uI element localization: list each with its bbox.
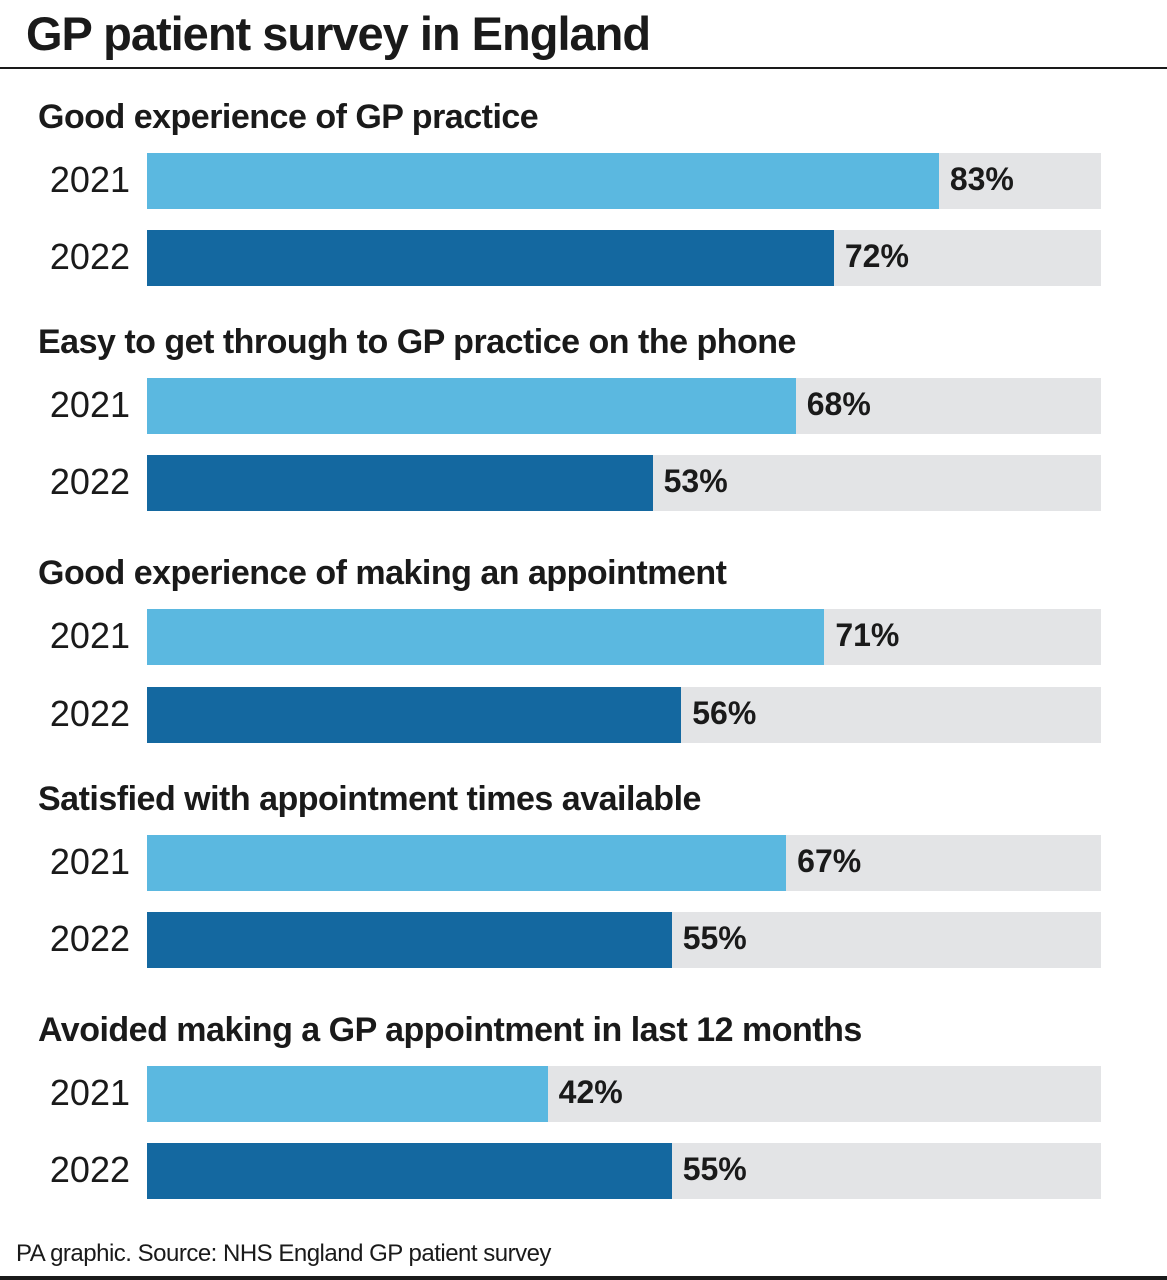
bar-track: 56%	[147, 687, 1101, 743]
year-label: 2021	[49, 159, 130, 200]
bar-2021	[147, 153, 939, 209]
bar-2022	[147, 1143, 672, 1199]
bar-track: 55%	[147, 1143, 1101, 1199]
bottom-rule	[0, 1276, 1167, 1280]
bar-track: 72%	[147, 230, 1101, 286]
bar-2021	[147, 1066, 548, 1122]
year-label: 2021	[49, 841, 130, 882]
value-label: 55%	[682, 1151, 747, 1187]
bar-track: 68%	[147, 378, 1101, 434]
group-title: Easy to get through to GP practice on th…	[38, 323, 796, 361]
year-label: 2022	[49, 461, 130, 502]
bar-2022	[147, 912, 672, 968]
bar-2021	[147, 378, 796, 434]
bar-2021	[147, 609, 825, 665]
bar-2022	[147, 455, 653, 511]
group-title: Good experience of GP practice	[38, 98, 539, 136]
group-title: Satisfied with appointment times availab…	[38, 780, 701, 818]
year-label: 2021	[49, 615, 130, 656]
bar-track: 53%	[147, 455, 1101, 511]
bar-track: 83%	[147, 153, 1101, 209]
value-label: 68%	[806, 386, 871, 422]
source-note: PA graphic. Source: NHS England GP patie…	[16, 1240, 551, 1267]
group-title: Avoided making a GP appointment in last …	[38, 1011, 862, 1049]
bar-2022	[147, 230, 834, 286]
value-label: 42%	[558, 1074, 623, 1110]
year-label: 2022	[49, 1149, 130, 1190]
year-label: 2021	[49, 384, 130, 425]
value-label: 53%	[663, 463, 728, 499]
value-label: 67%	[797, 843, 862, 879]
bar-track: 55%	[147, 912, 1101, 968]
group-title: Good experience of making an appointment	[38, 554, 727, 592]
bar-2021	[147, 835, 787, 891]
year-label: 2022	[49, 918, 130, 959]
value-label: 55%	[682, 920, 747, 956]
value-label: 72%	[844, 238, 909, 274]
bar-track: 67%	[147, 835, 1101, 891]
value-label: 71%	[835, 617, 900, 653]
year-label: 2021	[49, 1072, 130, 1113]
bar-track: 71%	[147, 609, 1101, 665]
year-label: 2022	[49, 236, 130, 277]
value-label: 56%	[692, 695, 757, 731]
bar-track: 42%	[147, 1066, 1101, 1122]
bar-2022	[147, 687, 682, 743]
value-label: 83%	[949, 161, 1014, 197]
year-label: 2022	[49, 693, 130, 734]
title-rule	[0, 67, 1167, 69]
chart-title: GP patient survey in England	[26, 7, 651, 60]
